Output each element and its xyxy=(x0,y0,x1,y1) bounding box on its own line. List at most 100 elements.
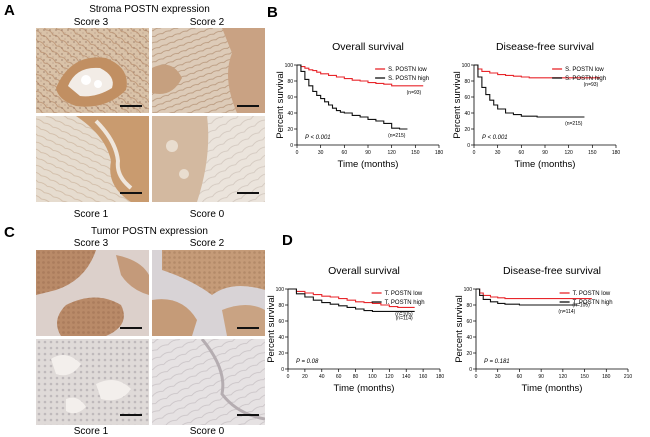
panel-c-score-label: Score 3 xyxy=(73,238,109,249)
x-tick-label: 0 xyxy=(287,374,290,380)
x-axis-label: Time (months) xyxy=(334,383,395,394)
y-tick-label: 100 xyxy=(462,63,471,69)
x-tick-label: 60 xyxy=(517,374,523,380)
y-tick-label: 60 xyxy=(278,319,284,325)
x-tick-label: 0 xyxy=(473,150,476,156)
y-tick-label: 40 xyxy=(464,111,470,117)
y-tick-label: 0 xyxy=(281,367,284,373)
y-tick-label: 100 xyxy=(285,63,294,69)
legend-entry: S. POSTN high xyxy=(388,76,429,82)
x-tick-label: 90 xyxy=(365,150,371,156)
x-tick-label: 150 xyxy=(580,374,589,380)
micrograph-stroma-score-0 xyxy=(152,116,265,202)
n-annotation: (n=93) xyxy=(407,90,422,96)
panel-a-title: Stroma POSTN expression xyxy=(89,4,210,15)
x-tick-label: 150 xyxy=(411,150,420,156)
y-tick-label: 0 xyxy=(290,143,293,149)
micrograph-stroma-score-3 xyxy=(36,28,149,113)
x-axis-label: Time (months) xyxy=(515,159,576,170)
y-tick-label: 20 xyxy=(466,351,472,357)
x-tick-label: 60 xyxy=(342,150,348,156)
x-tick-label: 30 xyxy=(495,374,501,380)
scale-bar xyxy=(237,327,259,329)
x-tick-label: 30 xyxy=(495,150,501,156)
scale-bar xyxy=(237,414,259,416)
p-value: P < 0.001 xyxy=(305,135,331,141)
y-tick-label: 100 xyxy=(276,287,285,293)
survival-curve-low xyxy=(476,288,592,300)
y-axis-label: Percent survival xyxy=(454,295,465,363)
x-axis-label: Time (months) xyxy=(338,159,399,170)
panel-letter-d: D xyxy=(282,232,293,249)
panel-letter-a: A xyxy=(4,2,15,19)
x-tick-label: 120 xyxy=(559,374,568,380)
y-axis-label: Percent survival xyxy=(275,71,286,139)
y-tick-label: 80 xyxy=(466,303,472,309)
x-tick-label: 60 xyxy=(336,374,342,380)
legend-entry: S. POSTN low xyxy=(565,67,604,73)
x-tick-label: 160 xyxy=(419,374,428,380)
y-tick-label: 60 xyxy=(466,319,472,325)
x-tick-label: 40 xyxy=(319,374,325,380)
micrograph-tumor-score-1 xyxy=(36,339,149,425)
n-annotation: (n=114) xyxy=(558,309,575,315)
panel-c-score-label: Score 0 xyxy=(189,426,225,437)
survival-curve-high xyxy=(476,288,578,306)
panel-a-score-label: Score 0 xyxy=(189,209,225,220)
y-axis-label: Percent survival xyxy=(452,71,463,139)
y-tick-label: 60 xyxy=(464,95,470,101)
n-annotation: (n=93) xyxy=(584,82,599,88)
scale-bar xyxy=(120,327,142,329)
n-annotation: (n=215) xyxy=(388,133,406,139)
legend-entry: T. POSTN high xyxy=(573,300,613,306)
x-tick-label: 180 xyxy=(435,150,444,156)
panel-letter-b: B xyxy=(267,4,278,21)
y-tick-label: 20 xyxy=(278,351,284,357)
y-tick-label: 20 xyxy=(287,127,293,133)
x-tick-label: 100 xyxy=(368,374,377,380)
x-tick-label: 180 xyxy=(612,150,621,156)
x-tick-label: 120 xyxy=(564,150,573,156)
panel-a-score-label: Score 3 xyxy=(73,17,109,28)
x-axis-label: Time (months) xyxy=(522,383,583,394)
x-tick-label: 80 xyxy=(353,374,359,380)
x-tick-label: 180 xyxy=(602,374,611,380)
panel-c-score-label: Score 2 xyxy=(189,238,225,249)
scale-bar xyxy=(120,105,142,107)
x-tick-label: 0 xyxy=(296,150,299,156)
panel-a-score-label: Score 1 xyxy=(73,209,109,220)
panel-letter-c: C xyxy=(4,224,15,241)
survival-curve-high xyxy=(297,64,408,130)
scale-bar xyxy=(237,192,259,194)
x-tick-label: 180 xyxy=(436,374,445,380)
y-tick-label: 100 xyxy=(464,287,473,293)
p-value: P = 0.08 xyxy=(296,359,319,365)
legend-entry: T. POSTN high xyxy=(385,300,425,306)
x-tick-label: 60 xyxy=(519,150,525,156)
survival-curve-high xyxy=(288,288,415,312)
y-tick-label: 40 xyxy=(278,335,284,341)
y-tick-label: 80 xyxy=(464,79,470,85)
x-tick-label: 90 xyxy=(538,374,544,380)
legend-entry: T. POSTN low xyxy=(385,291,423,297)
survival-curve-low xyxy=(297,64,424,87)
scale-bar xyxy=(237,105,259,107)
n-annotation: (n=105) xyxy=(395,311,413,317)
panel-a-score-label: Score 2 xyxy=(189,17,225,28)
survival-curve-low xyxy=(474,64,601,79)
scale-bar xyxy=(120,414,142,416)
chart-title: Overall survival xyxy=(332,41,404,53)
legend-entry: S. POSTN high xyxy=(565,76,606,82)
panel-c-title: Tumor POSTN expression xyxy=(91,226,208,237)
chart-title: Overall survival xyxy=(328,265,400,277)
n-annotation: (n=105) xyxy=(572,303,590,309)
y-tick-label: 20 xyxy=(464,127,470,133)
x-tick-label: 30 xyxy=(318,150,324,156)
legend-entry: S. POSTN low xyxy=(388,67,427,73)
micrograph-tumor-score-3 xyxy=(36,250,149,336)
chart-title: Disease-free survival xyxy=(496,41,594,53)
y-tick-label: 80 xyxy=(278,303,284,309)
survival-curve-low xyxy=(288,288,415,308)
x-tick-label: 20 xyxy=(302,374,308,380)
